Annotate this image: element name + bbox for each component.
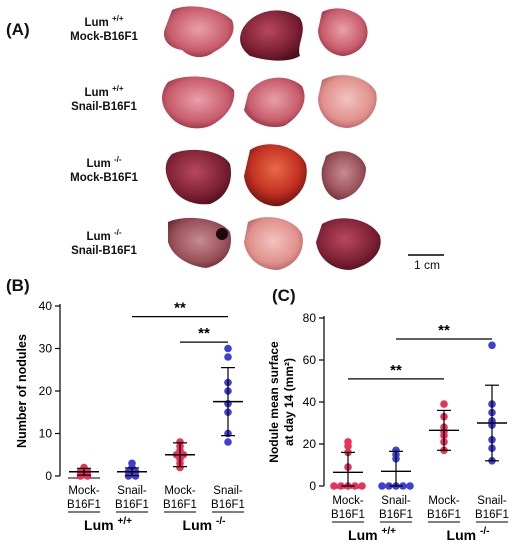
row-label-snail-ko: Lum -/- Snail-B16F1 bbox=[40, 226, 168, 258]
row-condition: Mock-B16F1 bbox=[70, 30, 138, 43]
lung-specimen bbox=[165, 149, 232, 205]
lung-specimen bbox=[244, 77, 305, 128]
scale-bar-label: 1 cm bbox=[414, 258, 441, 272]
y-tick-label: 60 bbox=[303, 353, 317, 367]
data-point bbox=[176, 438, 184, 446]
row-genotype-sup: +/+ bbox=[111, 14, 124, 23]
y-tick-label: 20 bbox=[303, 437, 317, 451]
lung-photo-grid bbox=[162, 6, 444, 270]
x-tick-label: B16F1 bbox=[379, 509, 413, 521]
lung-specimen bbox=[318, 8, 368, 56]
row-condition: Snail-B16F1 bbox=[71, 100, 137, 113]
data-point bbox=[330, 482, 338, 490]
x-tick-label: B16F1 bbox=[331, 509, 365, 521]
data-point bbox=[224, 353, 232, 361]
data-point bbox=[224, 344, 232, 353]
y-tick-label: 40 bbox=[39, 299, 53, 313]
significance-label: ** bbox=[390, 362, 402, 379]
x-tick-label: B16F1 bbox=[475, 509, 509, 521]
data-point bbox=[392, 446, 400, 455]
x-tick-label: Snail- bbox=[477, 495, 507, 507]
panel-label-c: (C) bbox=[272, 286, 296, 305]
y-axis-label: Nodule mean surface bbox=[267, 341, 281, 463]
group-label: Lum +/+ bbox=[84, 516, 132, 533]
x-tick-label: Snail- bbox=[381, 495, 411, 507]
y-tick-label: 10 bbox=[39, 427, 53, 441]
row-genotype: Lum bbox=[86, 157, 111, 170]
x-tick-label: B16F1 bbox=[115, 499, 149, 511]
significance-label: ** bbox=[174, 300, 186, 317]
y-tick-label: 80 bbox=[303, 311, 317, 325]
x-tick-label: Mock- bbox=[332, 495, 363, 507]
group-label: Lum -/- bbox=[447, 526, 490, 543]
y-tick-label: 0 bbox=[309, 479, 316, 493]
x-tick-label: Snail- bbox=[213, 485, 243, 497]
y-tick-label: 30 bbox=[39, 342, 53, 356]
y-axis-label: at day 14 (mm²) bbox=[282, 358, 296, 446]
panel-label-b: (B) bbox=[6, 276, 30, 295]
lung-specimen bbox=[316, 218, 381, 270]
row-genotype: Lum bbox=[84, 86, 109, 99]
data-point bbox=[358, 482, 366, 490]
y-tick-label: 20 bbox=[39, 384, 53, 398]
row-genotype-sup: -/- bbox=[113, 228, 122, 237]
row-genotype-sup: +/+ bbox=[111, 84, 124, 93]
row-label-mock-wt: Lum +/+ Mock-B16F1 bbox=[40, 12, 168, 44]
data-point bbox=[224, 438, 232, 446]
data-point bbox=[488, 341, 496, 350]
row-label-snail-wt: Lum +/+ Snail-B16F1 bbox=[40, 82, 168, 114]
y-tick-label: 40 bbox=[303, 395, 317, 409]
x-tick-label: Mock- bbox=[164, 485, 195, 497]
y-tick-label: 0 bbox=[45, 469, 52, 483]
lung-specimen bbox=[162, 76, 235, 129]
x-tick-label: B16F1 bbox=[163, 499, 197, 511]
x-tick-label: B16F1 bbox=[427, 509, 461, 521]
chart-nodule-count: 0 10 20 30 40 Number of nodules ** ** Mock- B16F1… bbox=[15, 299, 245, 533]
x-tick-label: B16F1 bbox=[211, 499, 245, 511]
lung-specimen bbox=[318, 75, 377, 128]
data-point bbox=[440, 400, 448, 408]
row-genotype: Lum bbox=[86, 230, 111, 243]
x-tick-label: Mock- bbox=[68, 485, 99, 497]
lung-specimen bbox=[321, 151, 366, 200]
row-condition: Mock-B16F1 bbox=[70, 171, 138, 184]
lung-specimen bbox=[168, 217, 231, 268]
data-point bbox=[80, 463, 88, 472]
row-genotype: Lum bbox=[84, 16, 109, 29]
lung-specimen bbox=[244, 217, 303, 270]
x-tick-label: B16F1 bbox=[67, 499, 101, 511]
lung-specimen bbox=[244, 144, 307, 207]
data-point bbox=[378, 482, 386, 490]
significance-label: ** bbox=[198, 325, 210, 342]
x-tick-label: Snail- bbox=[117, 485, 147, 497]
row-genotype-sup: -/- bbox=[113, 155, 122, 164]
row-condition: Snail-B16F1 bbox=[71, 244, 137, 257]
chart-nodule-surface: 0 20 40 60 80 Nodule mean surface at day 14 (m… bbox=[267, 311, 509, 543]
group-label: Lum -/- bbox=[183, 516, 226, 533]
data-point bbox=[406, 482, 414, 490]
group-label: Lum +/+ bbox=[348, 526, 396, 543]
x-tick-label: Mock- bbox=[428, 495, 459, 507]
lung-specimen bbox=[163, 6, 234, 58]
y-axis-label: Number of nodules bbox=[15, 334, 29, 448]
significance-label: ** bbox=[438, 322, 450, 339]
panel-label-a: (A) bbox=[6, 20, 30, 39]
lung-specimen bbox=[240, 10, 303, 61]
data-point bbox=[128, 459, 136, 468]
data-point bbox=[344, 438, 352, 446]
row-label-mock-ko: Lum -/- Mock-B16F1 bbox=[40, 153, 168, 185]
